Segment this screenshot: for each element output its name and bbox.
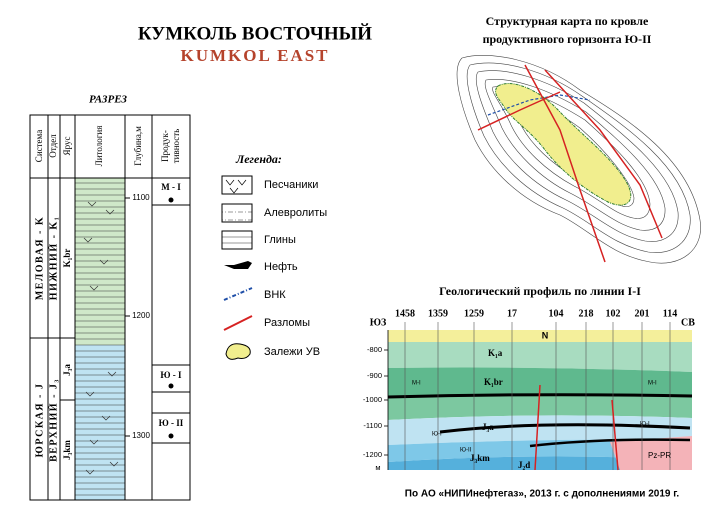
legend-item: Глины <box>264 234 296 246</box>
icon-fault <box>223 315 253 331</box>
well-label: 201 <box>635 308 650 319</box>
depth-unit: м <box>375 463 380 472</box>
legend-item: Залежи УВ <box>264 346 320 358</box>
faults <box>477 64 663 263</box>
oil-dot <box>168 433 174 439</box>
legend-item: ВНК <box>264 289 286 301</box>
legend-item: Нефть <box>264 261 298 273</box>
stage-label: J₃a <box>62 364 72 376</box>
oil-dot <box>168 197 174 203</box>
depth-label: 1100 <box>132 193 150 202</box>
profile-section <box>362 322 693 471</box>
well-label: 218 <box>579 308 594 319</box>
column-header: Отдел <box>48 134 58 158</box>
section-table <box>29 114 191 501</box>
icon-oil <box>224 261 252 269</box>
unit-label: K₁a <box>488 348 503 358</box>
legend-title: Легенда: <box>235 152 282 166</box>
well-label: 1458 <box>395 308 415 319</box>
well-label: 102 <box>606 308 621 319</box>
subtitle: KUMKOL EAST <box>180 46 329 65</box>
north-marker: N <box>542 330 549 340</box>
unit-label: М-I <box>412 381 421 387</box>
productivity-label: М - I <box>161 182 181 192</box>
unit-label: Ю-II <box>460 448 472 454</box>
legend-icons <box>221 175 253 360</box>
direction-label: СВ <box>681 317 695 328</box>
legend-item: Разломы <box>264 317 310 329</box>
profile-title: Геологический профиль по линии I-I <box>439 284 641 298</box>
footer: По АО «НИПИнефтегаз», 2013 г. с дополнен… <box>405 488 680 500</box>
icon-deposit <box>225 343 251 360</box>
direction-label: ЮЗ <box>370 317 387 328</box>
unit-label: Pz-PR <box>648 451 671 460</box>
series-label: ВЕРХНИЙ - J₃ <box>47 378 59 462</box>
column-header: Ярус <box>62 137 72 156</box>
lithology-hatch <box>75 178 125 500</box>
column-header: тивность <box>171 129 181 164</box>
series-label: НИЖНИЙ - K₁ <box>47 216 59 300</box>
unit-label: Ю-I <box>640 422 650 428</box>
productivity-label: Ю - I <box>160 370 182 380</box>
legend-item: Алевролиты <box>264 207 327 219</box>
well-label: 1259 <box>464 308 484 319</box>
column-header: Глубина,м <box>133 126 143 166</box>
profile-line <box>487 94 591 116</box>
unit-label: М-I <box>648 381 657 387</box>
depth-label: 1300 <box>132 431 150 440</box>
legend-item: Песчаники <box>264 179 318 191</box>
icon-clay <box>221 230 253 250</box>
unit-label: Ю-I <box>432 432 442 438</box>
depth-label: -1100 <box>363 421 382 430</box>
column-header: Продук- <box>160 130 170 162</box>
well-label: 17 <box>507 308 517 319</box>
map-title: Структурная карта по кровле <box>486 14 649 28</box>
well-label: 114 <box>663 308 677 319</box>
map-title: продуктивного горизонта Ю-II <box>483 32 652 46</box>
icon-sand <box>221 175 253 195</box>
oil-dot <box>168 383 174 389</box>
depth-label: -1200 <box>363 450 382 459</box>
depth-label: -900 <box>367 371 382 380</box>
sand-marks <box>83 201 119 475</box>
depth-label: 1200 <box>132 311 150 320</box>
well-label: 104 <box>549 308 564 319</box>
stage-label: K₁br <box>62 249 72 268</box>
icon-silt <box>221 203 253 223</box>
unit-label: K₁br <box>484 377 503 387</box>
depth-label: -800 <box>367 345 382 354</box>
column-header: Система <box>34 130 44 162</box>
title: КУМКОЛЬ ВОСТОЧНЫЙ <box>138 22 372 44</box>
system-label: ЮРСКАЯ - J <box>34 383 45 458</box>
deposit <box>495 83 632 206</box>
productivity-label: Ю - II <box>159 418 184 428</box>
section-title: РАЗРЕЗ <box>89 94 127 106</box>
unit-label: J₃a <box>482 422 494 432</box>
system-label: МЕЛОВАЯ - K <box>34 216 45 300</box>
column-header: Литология <box>94 126 104 167</box>
icon-owc <box>223 287 253 301</box>
stage-label: J₃km <box>62 440 72 460</box>
well-label: 1359 <box>428 308 448 319</box>
unit-label: J₃km <box>470 453 490 463</box>
unit-label: J₂d <box>518 460 530 470</box>
depth-label: -1000 <box>363 395 382 404</box>
